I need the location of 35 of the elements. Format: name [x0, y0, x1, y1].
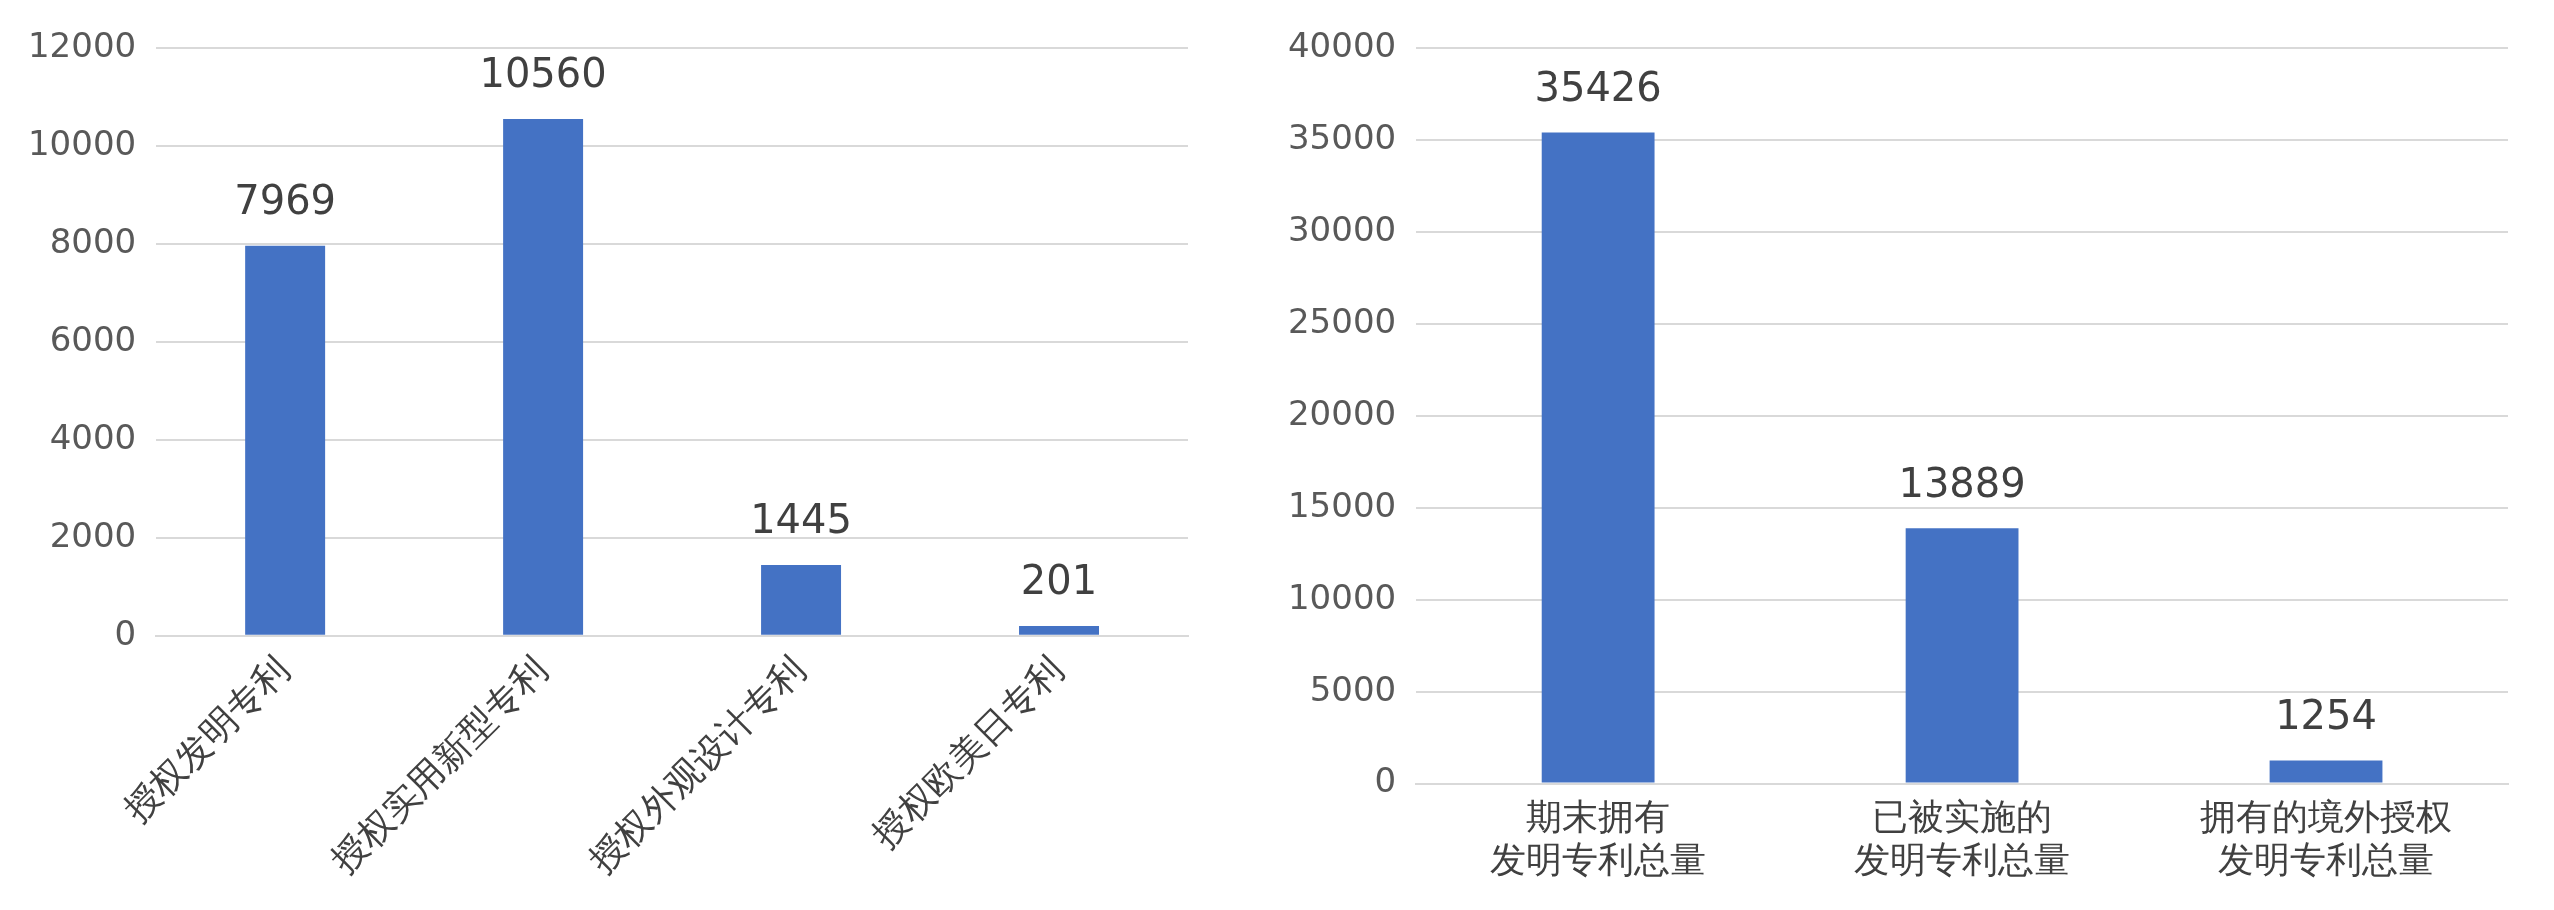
- y-tick-label: 12000: [27, 25, 137, 66]
- data-label: 13889: [1898, 459, 2026, 506]
- x-tick-label: 拥有的境外授权发明专利总量: [2200, 795, 2453, 880]
- y-tick-label: 6000: [49, 318, 137, 359]
- y-tick-label: 15000: [1287, 484, 1397, 525]
- x-tick-label: 授权外观设计专利: [580, 648, 814, 881]
- data-label: 7969: [234, 177, 337, 224]
- bar: [503, 118, 584, 635]
- data-label: 1254: [2275, 691, 2377, 738]
- y-tick-label: 30000: [1287, 209, 1397, 250]
- data-label: 10560: [479, 50, 607, 97]
- data-label: 35426: [1534, 63, 1662, 110]
- x-tick-label: 授权欧美日专利: [864, 648, 1072, 856]
- y-tick-label: 35000: [1287, 117, 1397, 158]
- bar: [1019, 625, 1099, 635]
- bar: [245, 245, 326, 635]
- x-tick-label: 期末拥有发明专利总量: [1490, 795, 1707, 880]
- y-tick-label: 8000: [49, 221, 137, 262]
- y-tick-label: 5000: [1309, 668, 1397, 709]
- bar: [2269, 760, 2383, 783]
- data-label: 201: [1020, 557, 1098, 604]
- y-tick-label: 2000: [49, 514, 137, 555]
- x-tick-label: 授权实用新型专利: [322, 648, 556, 881]
- x-tick-label: 已被实施的发明专利总量: [1854, 795, 2071, 880]
- y-tick-label: 10000: [1287, 576, 1397, 617]
- bar: [761, 565, 842, 635]
- y-tick-label: 0: [1374, 760, 1397, 801]
- y-tick-label: 20000: [1287, 392, 1397, 433]
- bar: [1905, 528, 2019, 783]
- data-label: 1445: [750, 496, 852, 543]
- y-tick-label: 4000: [49, 416, 137, 457]
- bar: [1541, 132, 1655, 783]
- y-tick-label: 25000: [1287, 300, 1397, 341]
- y-tick-label: 10000: [27, 123, 137, 164]
- y-tick-label: 40000: [1287, 25, 1397, 66]
